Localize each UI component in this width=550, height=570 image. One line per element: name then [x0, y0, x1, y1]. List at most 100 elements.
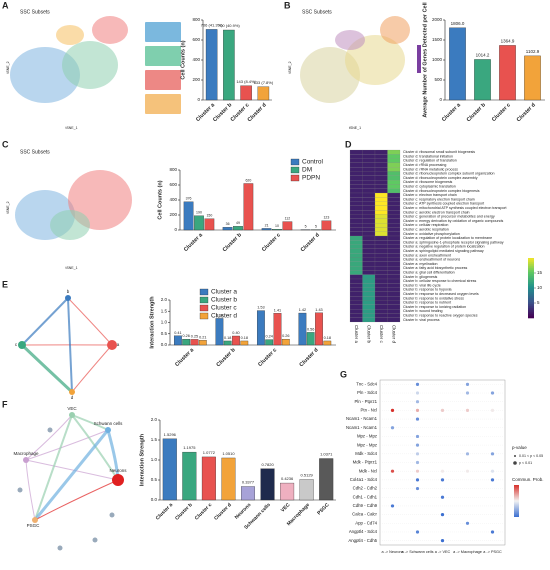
- value-label: 706 (41.3%): [201, 22, 223, 27]
- heatmap-cell: [374, 180, 388, 185]
- dot: [465, 391, 470, 395]
- y-tick-label: 1.0: [151, 457, 158, 462]
- y-tick-label: 800: [192, 17, 200, 22]
- heatmap-cell: [349, 304, 363, 310]
- heatmap-row-label: Cluster d: rRNA processing: [403, 163, 446, 167]
- heatmap-cell: [387, 304, 401, 310]
- colorbar-step: [528, 284, 534, 287]
- heatmap-row-label: Cluster c: aerobic electron transport ch…: [403, 210, 470, 214]
- heatmap-cell: [362, 197, 376, 202]
- heatmap-cell: [387, 296, 401, 301]
- heatmap-cell: [349, 300, 363, 305]
- heatmap-cell: [374, 278, 388, 284]
- colorbar-step: [528, 278, 534, 281]
- value-label: 1.1975: [183, 445, 196, 450]
- heatmap-cell: [349, 261, 363, 267]
- heatmap-cell: [374, 162, 388, 168]
- colorbar-step: [528, 308, 534, 311]
- y-tick-label: 600: [169, 182, 177, 187]
- row-label: Calca - Calcr: [352, 512, 377, 517]
- heatmap-cell: [374, 171, 388, 176]
- heatmap-cell: [362, 300, 376, 305]
- colorbar-step: [528, 300, 534, 303]
- heatmap-cell: [349, 184, 363, 189]
- value-label: 0.18: [241, 336, 248, 340]
- heatmap-cell: [362, 227, 376, 232]
- heatmap-row-label: Cluster b: wound healing: [403, 309, 443, 313]
- colorbar-step: [528, 272, 534, 275]
- heatmap-cell: [362, 261, 376, 267]
- value-label: 5: [315, 225, 317, 229]
- heatmap-cell: [349, 244, 363, 249]
- heatmap-cell: [374, 188, 388, 194]
- embedding-xlabel: tSNE_1: [65, 126, 77, 130]
- y-tick-label: 2000: [432, 17, 443, 22]
- heatmap-cell: [349, 257, 363, 262]
- embedding-cloud: [92, 16, 128, 44]
- colorbar-step: [528, 270, 534, 273]
- heatmap-cell: [387, 283, 401, 288]
- legend-swatch: [290, 174, 300, 182]
- colorbar-step: [528, 298, 534, 301]
- heatmap-cell: [387, 287, 401, 292]
- heatmap-row-label: Cluster a: myelination: [403, 262, 438, 266]
- heatmap-cell: [349, 167, 363, 172]
- dot: [415, 391, 420, 395]
- heatmap-cell: [387, 235, 401, 241]
- bar: [524, 55, 541, 101]
- row-label: Mdk - Ptprz1: [353, 460, 378, 465]
- y-tick-label: 400: [169, 197, 177, 202]
- colorbar-step: [528, 306, 534, 309]
- heatmap-cell: [387, 188, 401, 194]
- heatmap-cell: [374, 197, 388, 202]
- y-tick-label: 1.5: [161, 308, 168, 313]
- size-legend-label: p < 0.01: [519, 461, 532, 465]
- heatmap-cell: [374, 317, 388, 323]
- heatmap-cell: [387, 300, 401, 305]
- heatmap-cell: [387, 214, 401, 219]
- heatmap-cell: [387, 313, 401, 318]
- bar: [240, 85, 252, 101]
- heatmap-cell: [362, 184, 376, 189]
- x-tick-label: Cluster c: [261, 232, 282, 253]
- legend-swatch: [199, 288, 209, 296]
- y-axis-label: Average Number of Genes Detected per Cel…: [422, 2, 428, 118]
- bar: [499, 45, 516, 101]
- size-legend-label: 0.01 < p < 0.05: [519, 454, 543, 458]
- dot: [490, 391, 495, 395]
- heatmap-row-label: Cluster b: response to ionizing radiatio…: [403, 305, 466, 309]
- value-label: 0.40: [232, 331, 239, 335]
- bar: [232, 335, 240, 346]
- bar: [183, 201, 194, 231]
- network-edge: [25, 429, 109, 461]
- value-label: 0.3377: [242, 480, 255, 485]
- heatmap-row-label: Cluster d: ribonucleoprotein complex sub…: [403, 172, 495, 176]
- heatmap-cell: [349, 278, 363, 284]
- dot: [465, 521, 470, 525]
- embedding-cloud: [50, 210, 90, 240]
- network-node-label: PSGC: [27, 523, 41, 528]
- network-edge: [21, 297, 69, 346]
- bar: [233, 226, 243, 231]
- colorbar-step: [528, 292, 534, 295]
- heatmap-cell: [387, 180, 401, 185]
- heatmap-row-label: Cluster b: response to oxidative stress: [403, 296, 464, 300]
- heatmap-row-label: Cluster a: glial cell differentiation: [403, 271, 455, 275]
- heatmap-cell: [387, 210, 401, 215]
- panel-letter: G: [340, 369, 347, 379]
- heatmap-cell: [349, 218, 363, 224]
- colorbar-step: [528, 286, 534, 289]
- legend-swatch: [199, 304, 209, 312]
- colorbar-step: [528, 312, 534, 315]
- heatmap-cell: [349, 287, 363, 292]
- heatmap-cell: [349, 266, 363, 271]
- bar: [306, 332, 315, 346]
- heatmap-cell: [349, 162, 363, 168]
- heatmap-cell: [362, 313, 376, 318]
- bar: [201, 456, 216, 501]
- bar: [223, 340, 232, 346]
- dot: [415, 443, 420, 447]
- heatmap-cell: [362, 162, 376, 168]
- heatmap-cell: [349, 180, 363, 185]
- bar: [474, 59, 491, 101]
